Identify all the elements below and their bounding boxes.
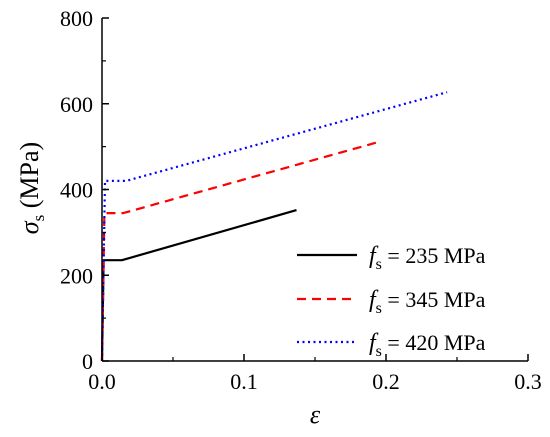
y-tick-label: 400 (60, 178, 93, 203)
x-tick-label: 0.3 (514, 369, 542, 394)
x-tick-label: 0.0 (88, 369, 116, 394)
legend-symbol: f (369, 330, 379, 356)
legend-subscript: s (376, 256, 382, 273)
legend-label-1: fs = 235 MPa (369, 243, 486, 273)
legend-symbol: f (369, 287, 379, 313)
y-axis-unit: (MPa) (15, 142, 44, 215)
series-line-3 (100, 91, 448, 362)
y-axis-title: σs (MPa) (15, 142, 48, 234)
legend-value: = 345 MPa (382, 287, 486, 312)
y-tick-label: 200 (60, 263, 93, 288)
legend-subscript: s (376, 343, 382, 360)
legend-value: = 420 MPa (382, 330, 486, 355)
series-layer (100, 91, 448, 362)
axes (101, 17, 529, 362)
legend-value: = 235 MPa (382, 243, 486, 268)
x-tick-label: 0.2 (372, 369, 400, 394)
x-tick-label: 0.1 (230, 369, 258, 394)
series-line-2 (100, 140, 382, 362)
legend-label-3: fs = 420 MPa (369, 330, 486, 360)
y-tick-label: 600 (60, 92, 93, 117)
legend-label-2: fs = 345 MPa (369, 287, 486, 317)
y-axis-symbol: σ (15, 220, 44, 234)
series-line-1 (100, 209, 297, 362)
legend-symbol: f (369, 243, 379, 269)
y-tick-label: 0 (82, 349, 93, 374)
x-axis-title: ε (310, 400, 321, 429)
tick-labels: 0 200 400 600 800 0.0 0.1 0.2 0.3 (60, 6, 542, 394)
y-tick-label: 800 (60, 6, 93, 31)
legend-subscript: s (376, 300, 382, 317)
y-axis-subscript: s (29, 215, 48, 222)
